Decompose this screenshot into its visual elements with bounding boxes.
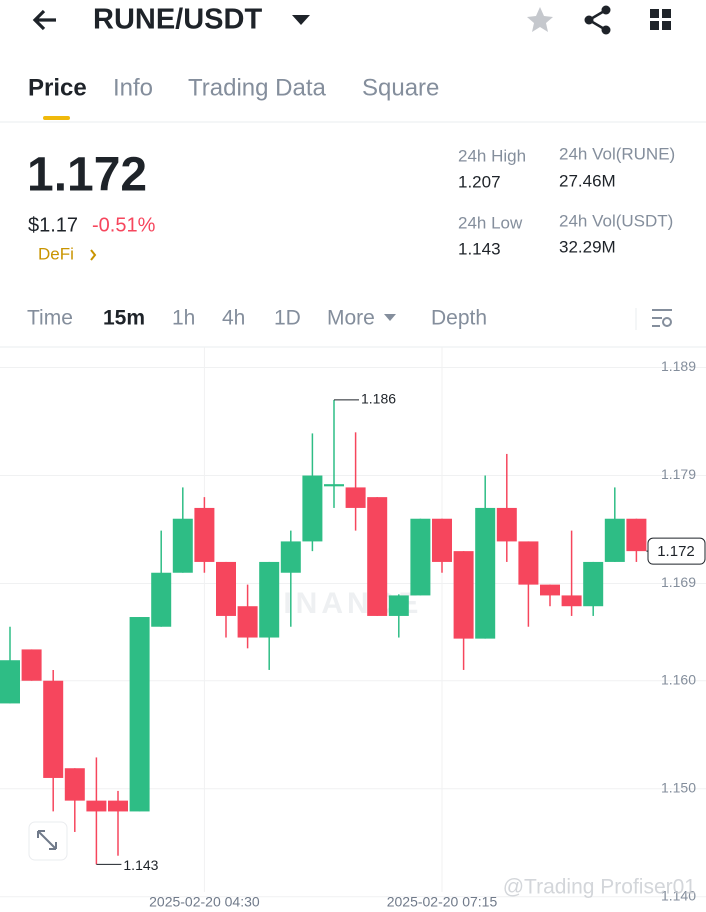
candle-body bbox=[388, 595, 409, 616]
tab-indicator bbox=[43, 116, 70, 120]
tab[interactable]: Square bbox=[362, 74, 439, 101]
candle-body bbox=[518, 541, 539, 585]
max-label: 1.186 bbox=[361, 391, 396, 407]
last-price-box bbox=[647, 537, 706, 565]
candle-body bbox=[237, 606, 258, 638]
candle-body bbox=[453, 551, 474, 639]
candle-body bbox=[626, 518, 647, 552]
stat-value: 1.143 bbox=[458, 239, 501, 258]
min-label: 1.143 bbox=[123, 857, 158, 873]
candle-body bbox=[280, 541, 301, 573]
y-tick-label: 1.150 bbox=[661, 779, 696, 795]
candle-body bbox=[302, 475, 323, 542]
layout-icon[interactable] bbox=[650, 9, 671, 30]
candle-body bbox=[583, 561, 604, 607]
stat-value: 27.46M bbox=[559, 171, 616, 190]
expand-icon[interactable] bbox=[28, 821, 68, 861]
y-tick-label: 1.179 bbox=[661, 466, 696, 482]
candle-body bbox=[194, 507, 215, 562]
candle-body bbox=[172, 518, 193, 573]
back-button[interactable] bbox=[32, 9, 56, 31]
interval[interactable]: More bbox=[327, 307, 375, 330]
candle-body bbox=[0, 660, 20, 704]
tag-chevron bbox=[90, 249, 97, 261]
tab[interactable]: Price bbox=[28, 74, 87, 101]
candle-body bbox=[216, 561, 236, 616]
candle-body bbox=[345, 487, 366, 508]
favorite-icon[interactable] bbox=[527, 7, 553, 32]
interval[interactable]: 1h bbox=[172, 307, 195, 330]
candle-body bbox=[43, 680, 64, 778]
x-tick-label: 2025-02-20 07:15 bbox=[387, 894, 498, 910]
candle-body bbox=[410, 518, 431, 596]
stat-label: 24h Vol(USDT) bbox=[559, 211, 673, 230]
candle-body bbox=[151, 572, 172, 627]
interval[interactable]: 15m bbox=[103, 307, 145, 330]
candle-body bbox=[604, 518, 625, 562]
y-tick-label: 1.169 bbox=[661, 574, 696, 590]
candle-body bbox=[432, 518, 452, 562]
stat-label: 24h Vol(RUNE) bbox=[559, 144, 675, 163]
stat-value: 1.207 bbox=[458, 172, 501, 191]
candle-body bbox=[108, 800, 128, 812]
stat-label: 24h Low bbox=[458, 213, 523, 232]
candle-body bbox=[129, 617, 150, 812]
y-tick-label: 1.189 bbox=[661, 358, 696, 374]
candle-body bbox=[259, 561, 280, 638]
y-tick-label: 1.160 bbox=[661, 671, 696, 687]
pair-caret[interactable] bbox=[292, 15, 310, 25]
sector-tag[interactable]: DeFi bbox=[38, 244, 74, 263]
interval[interactable]: Depth bbox=[431, 307, 487, 330]
stat-label: 24h High bbox=[458, 146, 526, 165]
interval[interactable]: 4h bbox=[222, 307, 245, 330]
candle-body bbox=[64, 768, 85, 801]
last-price: 1.172 bbox=[27, 149, 147, 202]
usd-price: $1.17 bbox=[28, 214, 78, 236]
pair-title[interactable]: RUNE/USDT bbox=[93, 4, 262, 36]
candle-body bbox=[475, 507, 496, 639]
share-icon[interactable] bbox=[584, 5, 611, 35]
candle-body bbox=[540, 584, 560, 596]
candlestick-chart: BINANCE1.1891.1791.1691.1601.1501.140202… bbox=[0, 347, 706, 910]
price-change: -0.51% bbox=[92, 214, 156, 236]
candle-body bbox=[367, 497, 388, 616]
candle-body bbox=[324, 484, 344, 487]
last-price-label: 1.172 bbox=[657, 543, 695, 560]
interval[interactable]: 1D bbox=[274, 307, 301, 330]
candle-body bbox=[21, 649, 42, 681]
chart-settings-icon[interactable] bbox=[652, 309, 672, 327]
candle-body bbox=[496, 507, 517, 542]
interval[interactable]: Time bbox=[27, 307, 73, 330]
candle-body bbox=[561, 595, 582, 607]
x-tick-label: 2025-02-20 04:30 bbox=[149, 894, 260, 910]
tab[interactable]: Trading Data bbox=[188, 74, 327, 101]
candle-body bbox=[86, 800, 107, 812]
stat-value: 32.29M bbox=[559, 237, 616, 256]
y-tick-label: 1.140 bbox=[661, 887, 696, 903]
tab[interactable]: Info bbox=[113, 74, 153, 101]
watermark: @Trading Profiser01 bbox=[503, 876, 696, 899]
more-caret bbox=[384, 314, 396, 321]
